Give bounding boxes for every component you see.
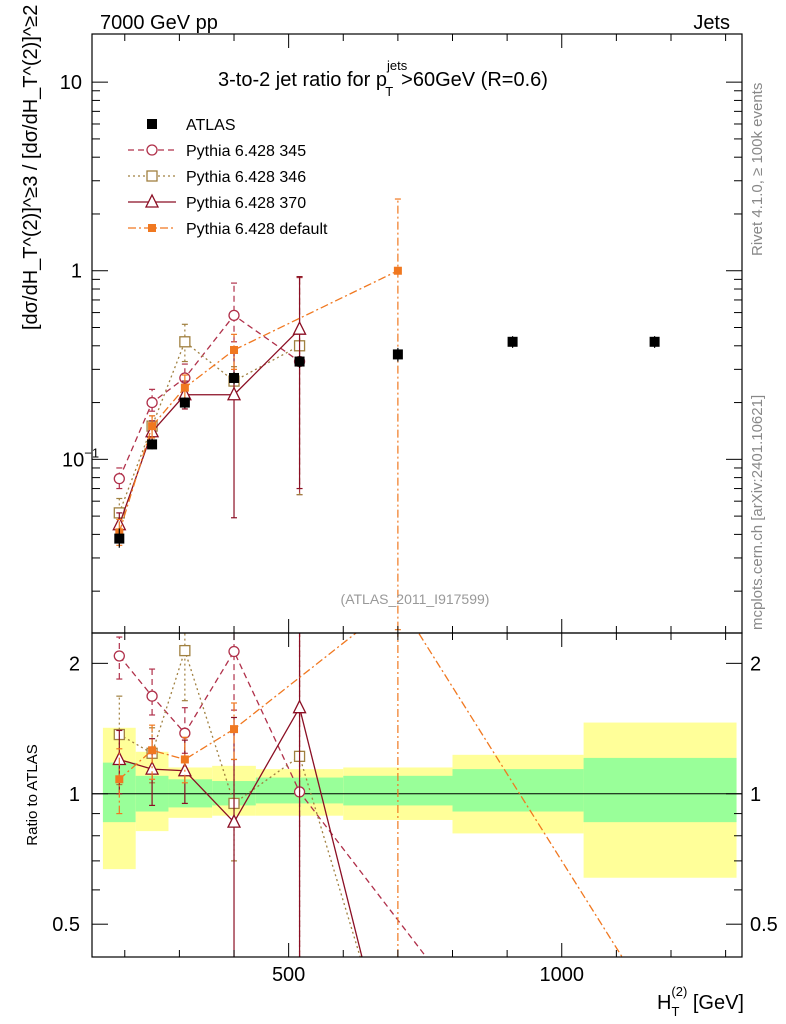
ratio-point xyxy=(180,755,189,764)
ratio-point xyxy=(179,727,191,739)
data-point xyxy=(179,397,190,408)
ratio-point xyxy=(146,690,158,702)
analysis-tag: (ATLAS_2011_I917599) xyxy=(341,591,490,607)
x-axis-label-sup: (2) xyxy=(671,984,687,999)
x-axis-label: HT (2) [GeV] xyxy=(657,984,744,1019)
legend-marker xyxy=(144,193,160,208)
series-main-2 xyxy=(112,276,307,540)
ratio-line xyxy=(118,650,428,957)
chart-title-tail: >60GeV (R=0.6) xyxy=(401,69,548,91)
series-point xyxy=(393,266,402,275)
ratio-y-axis-label: Ratio to ATLAS xyxy=(24,744,41,845)
uncertainty-bands xyxy=(102,722,737,878)
series-point xyxy=(292,320,307,335)
ratio-point xyxy=(115,775,124,784)
chart-title: 3-to-2 jet ratio for pjets T >60GeV (R=0.6… xyxy=(218,58,548,99)
ratio-tick-label-left: 0.5 xyxy=(52,914,80,936)
series-line xyxy=(118,270,399,533)
data-point xyxy=(294,356,305,367)
chart-title-main: 3-to-2 jet ratio for p xyxy=(218,69,387,91)
series-point xyxy=(226,386,242,401)
y-tick-label: 10 xyxy=(60,72,82,94)
ratio-point xyxy=(148,746,157,755)
ratio-point xyxy=(226,813,242,828)
data-point xyxy=(114,533,125,544)
series-line xyxy=(118,328,301,525)
y-tick-label: 10−1 xyxy=(62,445,99,471)
legend-label: Pythia 6.428 346 xyxy=(186,169,306,186)
ratio-point xyxy=(113,650,125,662)
legend-label: Pythia 6.428 default xyxy=(186,221,328,238)
ratio-tick-label-right: 2 xyxy=(750,653,761,675)
data-point xyxy=(649,336,660,347)
legend: ATLAS Pythia 6.428 345 Pythia 6.428 346 Pyt… xyxy=(128,117,328,238)
series-point xyxy=(180,383,189,392)
ratio-point xyxy=(230,725,239,734)
series-main-0 xyxy=(113,276,306,496)
ratio-tick-label-right: 1 xyxy=(750,784,761,806)
y-axis-label: [dσ/dH_T^(2)]^≥3 / [dσ/dH_T^(2)]^≥2 xyxy=(20,5,42,330)
rivet-label: Rivet 4.1.0, ≥ 100k events xyxy=(749,83,766,256)
band-inner xyxy=(452,769,584,812)
series-point xyxy=(179,336,191,348)
ratio-line xyxy=(118,633,623,957)
series-line xyxy=(118,340,300,514)
legend-marker xyxy=(146,170,158,182)
ratio-tick-label-left: 2 xyxy=(69,653,80,675)
chart-title-sub: T xyxy=(385,84,393,99)
data-point xyxy=(147,439,158,450)
x-axis-label-tail: [GeV] xyxy=(687,992,744,1014)
band-inner xyxy=(583,757,737,823)
ratio-tick-label-left: 1 xyxy=(69,784,80,806)
series-ratio-3 xyxy=(115,633,623,957)
ratio-frame xyxy=(91,632,743,958)
y-tick-label: 1 xyxy=(71,261,82,283)
header-right: Jets xyxy=(693,12,730,34)
chart-title-sup: jets xyxy=(386,58,408,73)
legend-label: Pythia 6.428 370 xyxy=(186,195,306,212)
legend-marker-atlas xyxy=(147,119,157,129)
legend-label-atlas: ATLAS xyxy=(186,117,236,134)
series-main-3 xyxy=(115,198,402,631)
y-axis-label-text: [dσ/dH_T^(2)]^≥3 / [dσ/dH_T^(2)]^≥2 xyxy=(20,5,42,330)
series-point xyxy=(228,309,240,322)
legend-marker xyxy=(148,224,156,232)
ratio-line xyxy=(119,705,363,957)
ratio-point xyxy=(292,699,307,714)
ratio-point xyxy=(228,645,240,658)
ratio-point xyxy=(179,644,191,657)
data-point xyxy=(392,349,403,360)
series-point xyxy=(113,472,125,485)
series-layer xyxy=(112,198,623,957)
mcplots-label: mcplots.cern.ch [arXiv:2401.10621] xyxy=(749,395,766,630)
axis-ticks: 500 1000 10−1 1 10 0.5 0.5 1 1 2 2 xyxy=(52,34,778,986)
series-point xyxy=(146,396,158,409)
header-left: 7000 GeV pp xyxy=(100,12,218,34)
x-tick-label: 1000 xyxy=(539,964,584,986)
ratio-tick-label-right: 0.5 xyxy=(750,914,778,936)
data-point xyxy=(229,372,240,383)
series-main-1 xyxy=(113,276,306,531)
series-line xyxy=(118,314,300,479)
x-axis-label-sub: T xyxy=(671,1004,679,1019)
plot-frames xyxy=(91,33,743,958)
data-layer xyxy=(114,336,660,548)
x-tick-label: 500 xyxy=(272,964,305,986)
data-point xyxy=(507,336,518,347)
legend-label: Pythia 6.428 345 xyxy=(186,143,306,160)
series-point xyxy=(230,345,239,354)
x-axis-label-main: H xyxy=(657,992,671,1014)
legend-marker xyxy=(146,144,158,156)
series-point xyxy=(148,422,157,431)
